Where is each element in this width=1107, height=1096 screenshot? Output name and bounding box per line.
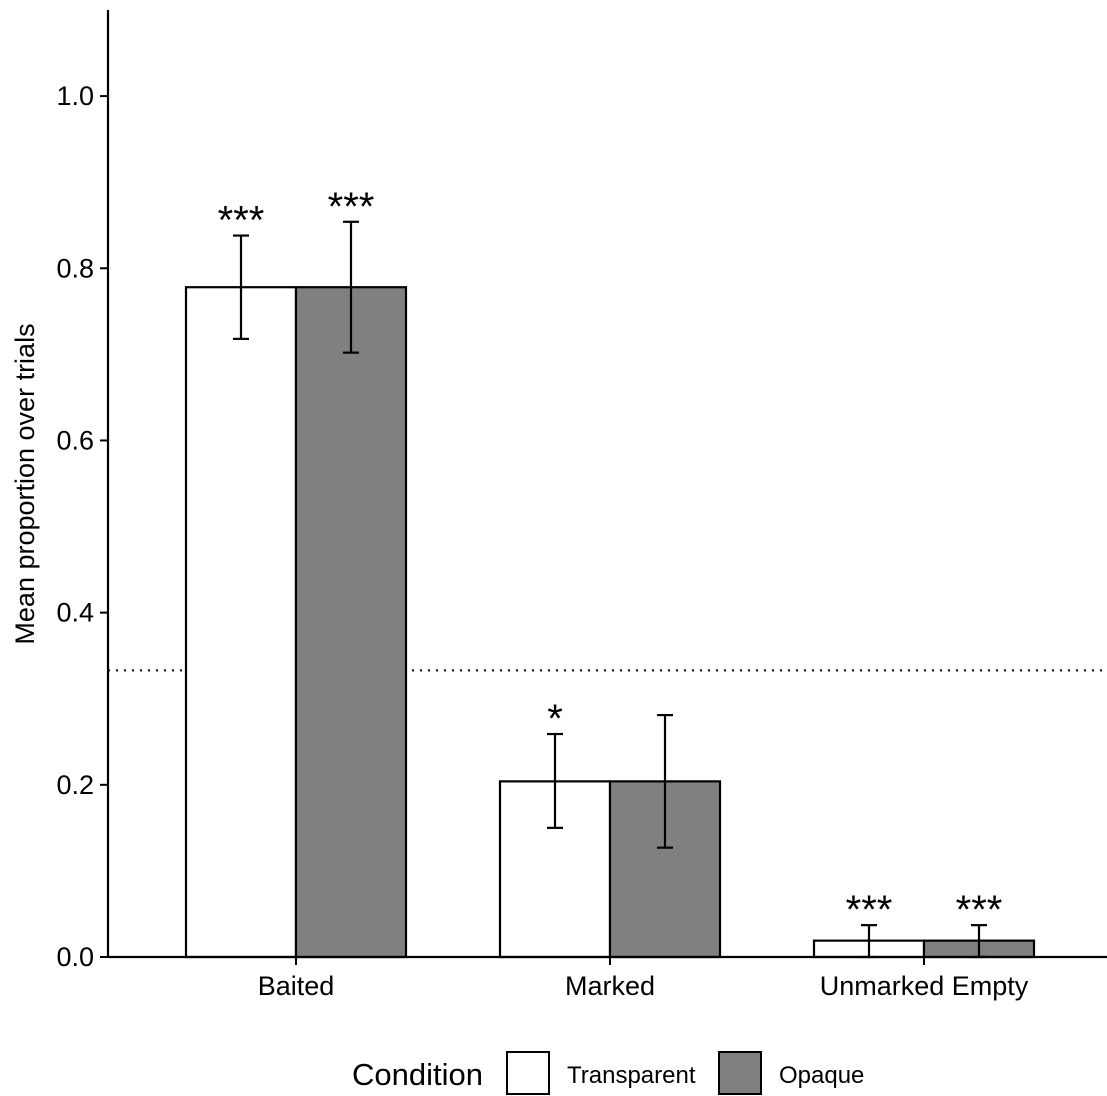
y-tick-label: 1.0 bbox=[56, 81, 94, 111]
x-tick-label: Marked bbox=[565, 971, 655, 1001]
legend-key-transparent bbox=[506, 1051, 550, 1095]
bar-opaque-1 bbox=[294, 286, 408, 959]
significance-label: * bbox=[547, 697, 563, 741]
significance-label: *** bbox=[218, 199, 265, 243]
y-tick-label: 0.8 bbox=[56, 253, 94, 283]
y-axis-title: Mean proportion over trials bbox=[10, 323, 40, 644]
legend-title: Condition bbox=[352, 1057, 483, 1092]
legend-label-opaque: Opaque bbox=[779, 1062, 864, 1089]
legend-key-opaque bbox=[718, 1051, 762, 1095]
x-tick-label: Baited bbox=[258, 971, 335, 1001]
y-tick-label: 0.0 bbox=[56, 942, 94, 972]
bar-transparent-1 bbox=[184, 286, 298, 959]
y-tick-label: 0.4 bbox=[56, 598, 94, 628]
legend-label-transparent: Transparent bbox=[567, 1062, 696, 1089]
x-tick-label: Unmarked Empty bbox=[820, 971, 1029, 1001]
legend: Condition Transparent Opaque bbox=[352, 1051, 864, 1095]
significance-label: *** bbox=[328, 185, 375, 229]
y-tick-label: 0.2 bbox=[56, 770, 94, 800]
plot-area: *** *** Baited * Marked *** *** Unmarked Empty 0… bbox=[56, 10, 1107, 1001]
significance-label: *** bbox=[956, 888, 1003, 932]
significance-label: *** bbox=[846, 888, 893, 932]
y-tick-label: 0.6 bbox=[56, 425, 94, 455]
